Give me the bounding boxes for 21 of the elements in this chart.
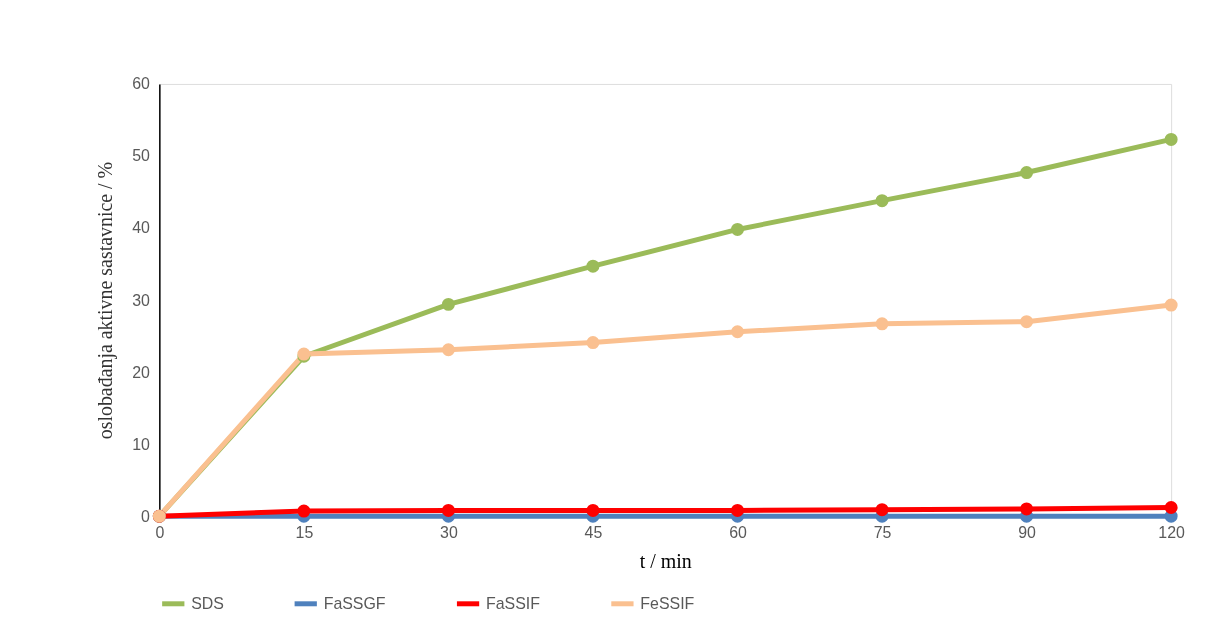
- y-tick-label: 50: [132, 147, 151, 165]
- legend-label: FaSSIF: [485, 594, 541, 612]
- legend-label: FaSSGF: [323, 594, 386, 612]
- y-axis-title: oslobađanja aktivne sastavnice / %: [94, 161, 118, 440]
- x-axis-title: t / min: [639, 550, 692, 573]
- x-tick-label: 60: [729, 523, 747, 541]
- y-tick-label: 0: [141, 507, 151, 525]
- x-tick-label: 90: [1018, 523, 1037, 541]
- x-tick-label: 120: [1158, 523, 1186, 541]
- y-tick-label: 20: [132, 363, 151, 381]
- y-tick-label: 40: [132, 219, 151, 237]
- legend-label: SDS: [191, 594, 224, 612]
- y-tick-label: 60: [132, 75, 151, 93]
- legend-label: FeSSIF: [640, 594, 695, 612]
- y-tick-label: 10: [132, 435, 151, 453]
- x-tick-label: 15: [295, 523, 314, 541]
- y-tick-label: 30: [132, 291, 151, 309]
- x-tick-label: 45: [584, 523, 603, 541]
- x-tick-label: 30: [440, 523, 458, 541]
- x-tick-label: 75: [873, 523, 892, 541]
- x-tick-label: 0: [155, 523, 165, 541]
